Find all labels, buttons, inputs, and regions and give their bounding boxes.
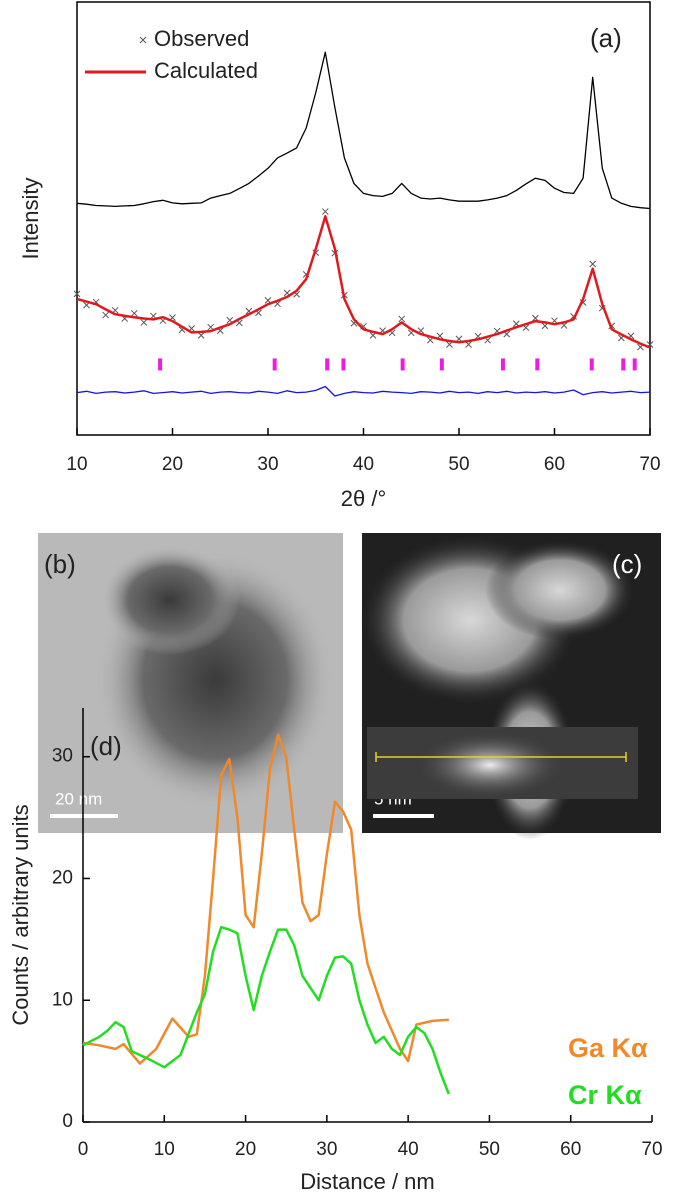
bragg-tick — [439, 358, 444, 371]
particle — [485, 540, 635, 640]
observed-point — [532, 314, 539, 322]
x-tick-label: 70 — [641, 1139, 662, 1160]
observed-point — [130, 309, 138, 317]
y-axis-title: Intensity — [18, 178, 43, 260]
x-tick-label: 50 — [479, 1139, 500, 1160]
bragg-tick — [500, 358, 505, 371]
x-tick-label: 60 — [560, 1139, 581, 1160]
panel-label: (d) — [90, 731, 122, 761]
y-tick-label: 30 — [52, 746, 73, 767]
scale-label: 20 nm — [55, 789, 102, 808]
legend-label: Observed — [154, 26, 249, 51]
x-tick-label: 30 — [316, 1139, 337, 1160]
particle — [100, 545, 240, 655]
bragg-tick — [272, 358, 277, 371]
bragg-tick — [535, 358, 540, 371]
y-tick-label: 10 — [52, 989, 73, 1010]
series-line — [82, 733, 449, 1065]
y-tick-label: 0 — [62, 1111, 73, 1132]
x-tick-label: 20 — [162, 454, 183, 475]
observed-point — [140, 319, 148, 326]
observed-point — [197, 332, 205, 339]
legend-symbol — [139, 36, 147, 44]
x-tick-label: 40 — [398, 1139, 419, 1160]
x-axis-title: Distance / nm — [300, 1169, 435, 1194]
y-tick-label: 20 — [52, 867, 73, 888]
x-tick-label: 10 — [154, 1139, 175, 1160]
legend-label: Calculated — [154, 58, 258, 83]
series-line — [82, 925, 450, 1095]
series-line — [76, 51, 651, 210]
x-axis-title: 2θ /° — [341, 486, 387, 511]
x-tick-label: 0 — [78, 1139, 89, 1160]
series-line — [76, 215, 651, 349]
bragg-tick — [341, 358, 346, 371]
x-tick-label: 30 — [257, 454, 278, 475]
bragg-tick — [400, 358, 405, 371]
x-tick-label: 20 — [235, 1139, 256, 1160]
legend-label: Ga Kα — [568, 1033, 648, 1063]
particle — [415, 731, 565, 799]
observed-point — [589, 260, 597, 268]
x-tick-label: 50 — [448, 454, 469, 475]
x-tick-label: 60 — [544, 454, 565, 475]
observed-point — [398, 315, 406, 323]
bragg-tick — [325, 358, 330, 371]
observed-point — [321, 208, 329, 215]
y-axis-title: Counts / arbitrary units — [8, 804, 33, 1025]
bragg-tick — [589, 358, 594, 371]
x-tick-label: 10 — [66, 454, 87, 475]
series-line — [76, 385, 651, 397]
observed-point — [102, 311, 110, 319]
x-tick-label: 70 — [639, 454, 660, 475]
panel-label: (b) — [44, 549, 76, 579]
panel-label: (c) — [612, 549, 642, 579]
legend-label: Cr Kα — [568, 1080, 642, 1110]
panel-label: (a) — [590, 23, 622, 53]
x-tick-label: 40 — [353, 454, 374, 475]
bragg-tick — [158, 358, 163, 371]
observed-point — [73, 290, 81, 298]
bragg-tick — [621, 358, 626, 371]
bragg-tick — [632, 358, 637, 371]
